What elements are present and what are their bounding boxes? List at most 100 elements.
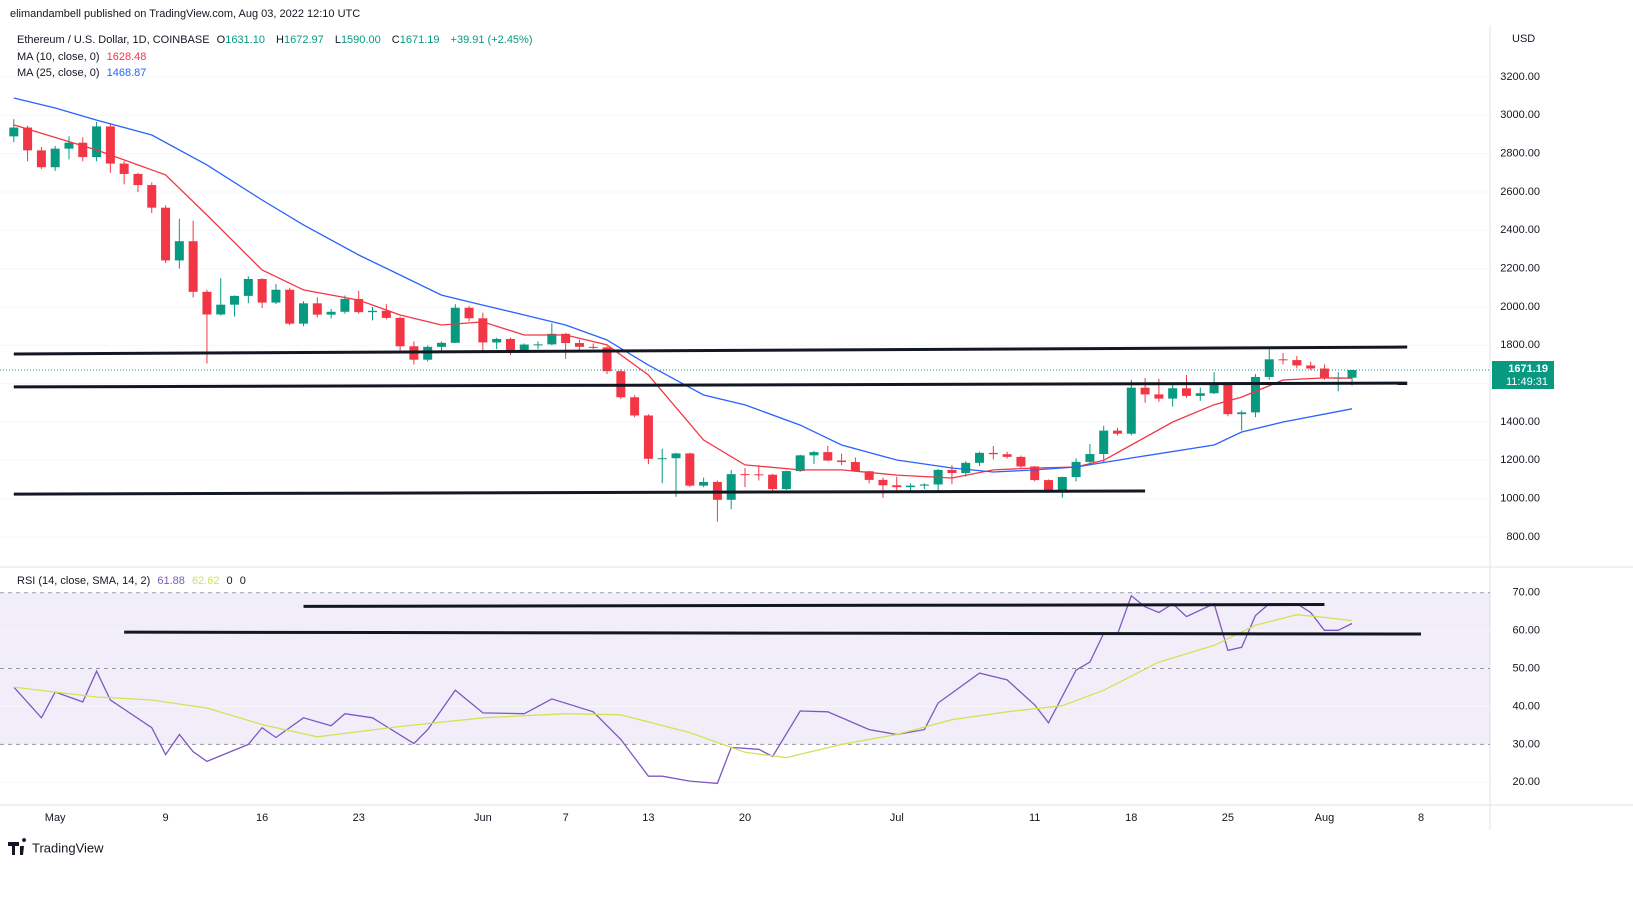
y-tick-label: 1200.00	[1500, 454, 1540, 466]
candle-body	[1140, 387, 1150, 395]
candle-body	[326, 311, 336, 315]
y-tick-label: 2200.00	[1500, 263, 1540, 275]
candle-body	[768, 474, 778, 490]
y-tick-label: 1000.00	[1500, 493, 1540, 505]
ohlc-label: C	[391, 34, 400, 46]
candle-body	[547, 333, 557, 345]
y-tick-label: 20.00	[1512, 776, 1540, 788]
candle-body	[161, 207, 171, 261]
candle-body	[988, 452, 998, 455]
x-tick-label: Jul	[890, 812, 904, 824]
ma-legend: MA (10, close, 0) 1628.48	[17, 50, 150, 64]
legend-value: 0	[239, 575, 246, 587]
ma-legend: MA (25, close, 0) 1468.87	[17, 66, 150, 80]
candle-body	[1030, 466, 1040, 481]
candle-body	[1071, 461, 1081, 478]
currency-label: USD	[1512, 33, 1535, 45]
candle-body	[781, 471, 791, 490]
candle-body	[878, 479, 888, 486]
candle-body	[1223, 384, 1233, 415]
candle-body	[105, 126, 115, 164]
y-tick-label: 2800.00	[1500, 148, 1540, 160]
candle-body	[630, 397, 640, 416]
candle-body	[906, 485, 916, 488]
candle-body	[919, 484, 929, 486]
y-tick-label: 60.00	[1512, 625, 1540, 637]
candle-body	[1113, 430, 1122, 434]
candle-body	[1002, 454, 1012, 457]
candle-body	[1347, 370, 1357, 378]
ohlc-value: 1590.00	[340, 34, 381, 46]
y-tick-label: 70.00	[1512, 587, 1540, 599]
candle-body	[50, 148, 60, 168]
legend-label: RSI (14, close, SMA, 14, 2)	[17, 575, 151, 587]
candle-body	[754, 474, 764, 476]
candle-body	[1292, 360, 1302, 366]
candle-body	[892, 485, 902, 488]
trend-line	[13, 489, 1146, 496]
x-tick-label: 18	[1125, 812, 1137, 824]
footer-brand: TradingView	[32, 840, 104, 855]
price-legend: Ethereum / U.S. Dollar, 1D, COINBASE O16…	[17, 33, 537, 47]
candle-body	[368, 310, 377, 313]
candle-body	[188, 241, 198, 292]
ohlc-group: O1631.10	[217, 34, 269, 46]
candle-body	[436, 342, 446, 347]
candle-body	[602, 347, 612, 372]
candle-body	[464, 307, 474, 319]
candle-body	[78, 142, 88, 158]
candle-body	[685, 453, 695, 486]
y-tick-label: 3000.00	[1500, 109, 1540, 121]
ohlc-value: 1672.97	[283, 34, 324, 46]
ohlc-group: L1590.00	[335, 34, 385, 46]
x-tick-label: 25	[1222, 812, 1234, 824]
y-tick-label: 50.00	[1512, 662, 1540, 674]
y-tick-label: 2000.00	[1500, 301, 1540, 313]
candle-body	[740, 474, 750, 476]
y-tick-label: 3200.00	[1500, 71, 1540, 83]
candle-body	[271, 289, 281, 303]
y-tick-label: 2400.00	[1500, 224, 1540, 236]
candle-body	[1057, 477, 1067, 492]
logo	[8, 838, 27, 855]
legend-label: MA (10, close, 0)	[17, 51, 100, 63]
ohlc-group: H1672.97	[276, 34, 328, 46]
candle-body	[850, 462, 860, 472]
candle-body	[133, 173, 143, 186]
x-tick-label: Aug	[1315, 812, 1335, 824]
x-tick-label: 8	[1418, 812, 1424, 824]
change: +39.91 (+2.45%)	[450, 34, 533, 46]
candle-body	[519, 344, 529, 351]
symbol-title: Ethereum / U.S. Dollar, 1D, COINBASE	[17, 34, 210, 46]
x-tick-label: May	[45, 812, 66, 824]
x-tick-label: 16	[256, 812, 268, 824]
candle-body	[285, 289, 295, 324]
candle-body	[533, 344, 543, 346]
candle-body	[671, 453, 681, 459]
ohlc-label: L	[334, 34, 341, 46]
legend-value: 0	[226, 575, 233, 587]
series-line	[13, 97, 1353, 473]
candle-body	[147, 185, 157, 208]
legend-value: 1628.48	[106, 51, 147, 63]
candle-body	[975, 452, 985, 463]
candle-body	[340, 298, 350, 312]
legend-value: 62.62	[191, 575, 220, 587]
candle-body	[1306, 365, 1316, 369]
candle-body	[9, 127, 19, 137]
candle-body	[1168, 388, 1178, 399]
candle-body	[299, 303, 309, 324]
candle-body	[202, 291, 212, 315]
candle-body	[1250, 376, 1260, 413]
candle-body	[1209, 384, 1219, 394]
candle-body	[699, 481, 709, 486]
candle-body	[1237, 412, 1247, 415]
candle-body	[643, 415, 653, 459]
legend-value: 61.88	[157, 575, 185, 587]
trend-line	[124, 630, 1422, 636]
candle-body	[823, 452, 833, 461]
series-line	[13, 594, 1353, 785]
y-tick-label: 800.00	[1506, 531, 1540, 543]
x-tick-label: 7	[563, 812, 569, 824]
candle-body	[1195, 393, 1205, 396]
